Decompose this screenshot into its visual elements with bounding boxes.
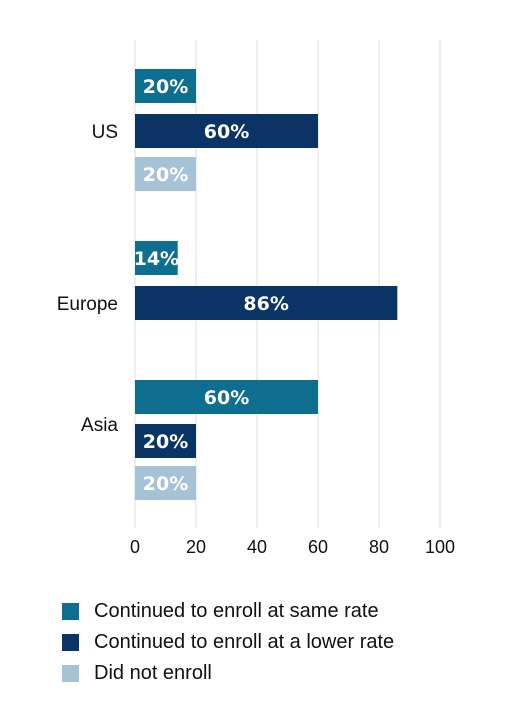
x-tick-label-0: 0: [130, 537, 140, 557]
legend-swatch-same-rate: [62, 603, 79, 620]
legend: Continued to enroll at same rate Continu…: [62, 596, 394, 689]
legend-swatch-lower-rate: [62, 634, 79, 651]
x-tick-label-80: 80: [369, 537, 389, 557]
bar-us-series-3: [135, 157, 196, 191]
legend-label-lower-rate: Continued to enroll at a lower rate: [94, 631, 395, 653]
category-label-asia: Asia: [81, 415, 118, 436]
bar-asia-series-1: [135, 380, 318, 414]
data-label-us-series-3: 20%: [143, 164, 188, 186]
data-label-us-series-2: 60%: [204, 121, 249, 143]
bar-us-series-1: [135, 69, 196, 103]
data-label-europe-series-2: 86%: [243, 293, 288, 315]
legend-item-lower-rate: Continued to enroll at a lower rate: [62, 627, 394, 658]
bar-europe-series-2: [135, 286, 398, 320]
category-label-europe: Europe: [57, 294, 118, 315]
data-label-asia-series-1: 60%: [204, 387, 249, 409]
legend-label-did-not-enroll: Did not enroll: [94, 662, 212, 684]
x-tick-label-20: 20: [186, 537, 206, 557]
data-label-asia-series-3: 20%: [143, 473, 188, 495]
bar-chart-svg: 20% 60% 20% US 14% 86% Europe 60% 20% 20% Asia 0 20 4…: [57, 40, 455, 557]
bar-asia-series-3: [135, 466, 196, 500]
legend-item-did-not-enroll: Did not enroll: [62, 658, 394, 689]
legend-item-same-rate: Continued to enroll at same rate: [62, 596, 394, 627]
legend-swatch-did-not-enroll: [62, 665, 79, 682]
x-tick-label-40: 40: [247, 537, 267, 557]
bar-asia-series-2: [135, 424, 196, 458]
data-label-asia-series-2: 20%: [143, 431, 188, 453]
bar-europe-series-1: [135, 241, 178, 275]
x-tick-label-60: 60: [308, 537, 328, 557]
x-tick-label-100: 100: [425, 537, 455, 557]
legend-label-same-rate: Continued to enroll at same rate: [94, 600, 379, 622]
data-label-us-series-1: 20%: [143, 76, 188, 98]
category-label-us: US: [92, 122, 118, 143]
bar-us-series-2: [135, 114, 318, 148]
data-label-europe-series-1: 14%: [134, 248, 179, 270]
